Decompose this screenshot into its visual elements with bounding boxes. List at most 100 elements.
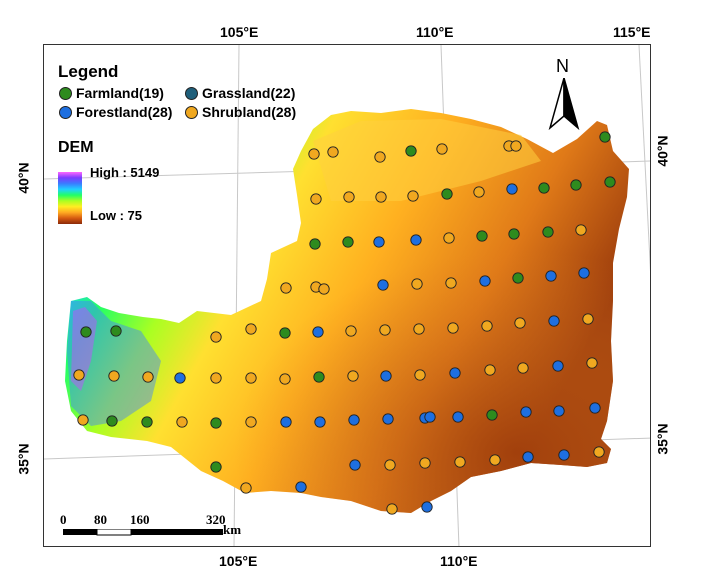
dem-low-label: Low : 75	[90, 208, 143, 223]
shrubland-site	[77, 414, 89, 426]
forestland-site	[349, 459, 361, 471]
legend-item-grassland: Grassland(22)	[185, 85, 295, 101]
top-tick-115: 115°E	[613, 24, 651, 40]
farmland-site	[110, 325, 122, 337]
forestland-site	[449, 367, 461, 379]
forestland-site	[553, 405, 565, 417]
shrubland-site	[454, 456, 466, 468]
legend-label-grassland: Grassland(22)	[202, 85, 296, 101]
shrubland-site	[245, 372, 257, 384]
shrubland-site	[327, 146, 339, 158]
forestland-site	[589, 402, 601, 414]
bottom-tick-110: 110°E	[440, 553, 478, 569]
scale-bar-graphic	[63, 529, 223, 536]
forestland-site	[410, 234, 422, 246]
farmland-site	[599, 131, 611, 143]
legend-title: Legend	[58, 62, 119, 81]
forestland-site	[548, 315, 560, 327]
forestland-site	[558, 449, 570, 461]
farmland-site	[604, 176, 616, 188]
farmland-site	[476, 230, 488, 242]
forestland-site	[295, 481, 307, 493]
shrubland-site	[374, 151, 386, 163]
shrubland-site	[384, 459, 396, 471]
forestland-site	[382, 413, 394, 425]
shrubland-site	[586, 357, 598, 369]
farmland-site	[405, 145, 417, 157]
shrubland-site	[484, 364, 496, 376]
map-canvas	[44, 45, 650, 546]
forestland-site	[314, 416, 326, 428]
farmland-site	[508, 228, 520, 240]
shrubland-site	[419, 457, 431, 469]
north-arrow-icon	[548, 78, 580, 131]
shrubland-site	[445, 277, 457, 289]
forestland-site	[552, 360, 564, 372]
right-tick-40: 40°N	[654, 135, 671, 167]
shrubland-site	[245, 416, 257, 428]
grassland-swatch	[185, 86, 198, 100]
farmland-site	[538, 182, 550, 194]
north-label: N	[556, 56, 569, 76]
shrubland-site	[489, 454, 501, 466]
north-arrow: N	[546, 56, 582, 132]
farmland-site	[313, 371, 325, 383]
scale-label-320: 320	[206, 512, 226, 527]
dem-high-label: High : 5149	[90, 165, 160, 180]
farmland-site	[210, 417, 222, 429]
shrubland-site	[210, 372, 222, 384]
farmland-site	[486, 409, 498, 421]
shrubland-site	[318, 283, 330, 295]
legend-item-forestland: Forestland(28)	[59, 104, 172, 120]
shrubland-site	[375, 191, 387, 203]
forestland-site	[174, 372, 186, 384]
dem-title: DEM	[58, 139, 94, 156]
legend-item-shrubland: Shrubland(28)	[185, 104, 296, 120]
farmland-swatch	[59, 86, 72, 100]
shrubland-site	[347, 370, 359, 382]
legend-label-farmland: Farmland(19)	[76, 85, 164, 101]
map-frame	[43, 44, 651, 547]
forestland-site	[280, 416, 292, 428]
shrubland-site	[386, 503, 398, 515]
shrubland-site	[245, 323, 257, 335]
farmland-site	[570, 179, 582, 191]
shrubland-site	[108, 370, 120, 382]
shrubland-site	[413, 323, 425, 335]
shrubland-site	[575, 224, 587, 236]
legend-item-farmland: Farmland(19)	[59, 85, 164, 101]
forestland-site	[424, 411, 436, 423]
farmland-site	[141, 416, 153, 428]
shrubland-site	[308, 148, 320, 160]
scale-unit: km	[223, 522, 242, 537]
shrubland-swatch	[185, 105, 198, 119]
top-tick-110: 110°E	[416, 24, 454, 40]
farmland-site	[441, 188, 453, 200]
shrubland-site	[593, 446, 605, 458]
bottom-tick-105: 105°E	[219, 553, 258, 569]
shrubland-site	[473, 186, 485, 198]
left-tick-40: 40°N	[15, 162, 32, 194]
shrubland-site	[379, 324, 391, 336]
shrubland-site	[407, 190, 419, 202]
shrubland-site	[411, 278, 423, 290]
forestland-site	[545, 270, 557, 282]
shrubland-site	[510, 140, 522, 152]
farmland-site	[80, 326, 92, 338]
farmland-site	[309, 238, 321, 250]
forestland-site	[373, 236, 385, 248]
scale-label-80: 80	[94, 512, 107, 527]
sample-sites-layer	[73, 131, 616, 515]
farmland-site	[106, 415, 118, 427]
shrubland-site	[210, 331, 222, 343]
shrubland-site	[343, 191, 355, 203]
forestland-site	[377, 279, 389, 291]
farmland-site	[210, 461, 222, 473]
shrubland-site	[517, 362, 529, 374]
shrubland-site	[176, 416, 188, 428]
shrubland-site	[73, 369, 85, 381]
forestland-site	[520, 406, 532, 418]
farmland-site	[542, 226, 554, 238]
forestland-site	[506, 183, 518, 195]
scale-bar: 0 80 160 320 km	[60, 512, 260, 542]
